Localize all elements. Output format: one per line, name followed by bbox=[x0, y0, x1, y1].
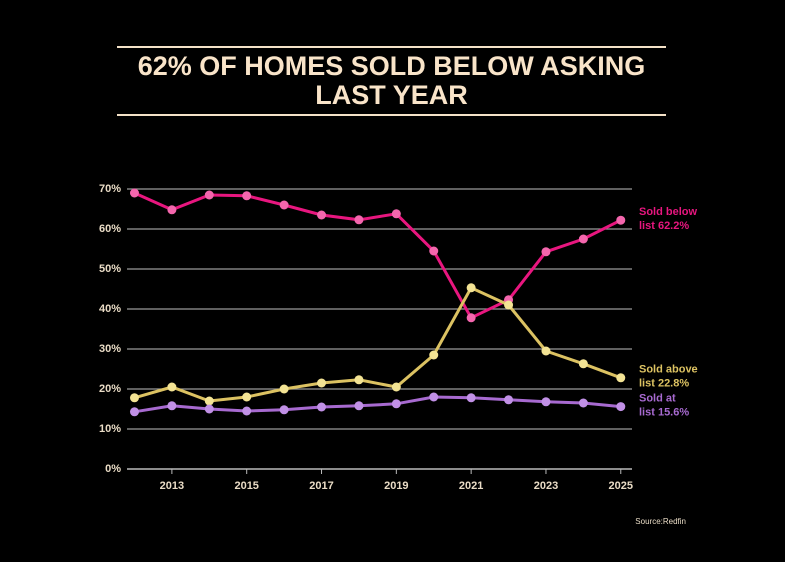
x-tick-label: 2015 bbox=[234, 480, 258, 492]
data-point bbox=[129, 393, 139, 403]
data-point bbox=[616, 373, 626, 383]
data-point bbox=[466, 393, 476, 403]
data-point bbox=[167, 401, 177, 411]
series-line bbox=[134, 395, 621, 414]
data-point bbox=[242, 191, 252, 201]
y-tick-label: 20% bbox=[99, 383, 121, 395]
data-point bbox=[242, 392, 252, 402]
data-point bbox=[429, 246, 439, 256]
data-point bbox=[466, 313, 476, 323]
series-end-label: list 15.6% bbox=[639, 407, 689, 419]
x-tick-label: 2021 bbox=[459, 480, 483, 492]
data-point bbox=[279, 384, 289, 394]
series-line bbox=[134, 285, 622, 403]
data-point bbox=[317, 402, 327, 412]
data-point bbox=[279, 405, 289, 415]
y-tick-label: 50% bbox=[99, 263, 121, 275]
data-point bbox=[242, 406, 252, 416]
data-point bbox=[504, 300, 514, 310]
data-point bbox=[541, 346, 551, 356]
data-point bbox=[204, 190, 214, 200]
data-point bbox=[204, 396, 214, 406]
data-point bbox=[129, 188, 139, 198]
data-point bbox=[578, 398, 588, 408]
data-point bbox=[429, 350, 439, 360]
data-point bbox=[354, 215, 364, 225]
data-point bbox=[504, 395, 514, 405]
y-tick-label: 70% bbox=[99, 183, 121, 195]
data-point bbox=[578, 234, 588, 244]
data-point bbox=[391, 209, 401, 219]
data-point bbox=[129, 407, 139, 417]
y-tick-label: 30% bbox=[99, 343, 121, 355]
series-line bbox=[133, 191, 622, 320]
data-point bbox=[391, 399, 401, 409]
data-point bbox=[317, 378, 327, 388]
x-tick-label: 2019 bbox=[384, 480, 408, 492]
series-label: Sold at bbox=[639, 393, 676, 405]
y-tick-label: 40% bbox=[99, 303, 121, 315]
source: Source:Redfin bbox=[635, 517, 686, 526]
data-point bbox=[616, 215, 626, 225]
data-point bbox=[279, 200, 289, 210]
x-tick-label: 2023 bbox=[534, 480, 558, 492]
title-box: 62% OF HOMES SOLD BELOW ASKING LAST YEAR bbox=[117, 46, 666, 116]
y-tick-label: 0% bbox=[105, 463, 121, 475]
data-point bbox=[391, 382, 401, 392]
data-point bbox=[167, 205, 177, 215]
data-point bbox=[167, 382, 177, 392]
data-point bbox=[541, 247, 551, 257]
y-tick-label: 60% bbox=[99, 223, 121, 235]
data-point bbox=[541, 397, 551, 407]
data-point bbox=[616, 402, 626, 412]
chart-title: 62% OF HOMES SOLD BELOW ASKING LAST YEAR bbox=[137, 51, 646, 110]
x-tick-label: 2017 bbox=[309, 480, 333, 492]
series-end-label: list 22.8% bbox=[639, 378, 689, 390]
series-end-label: list 62.2% bbox=[639, 220, 689, 232]
data-point bbox=[429, 392, 439, 402]
data-point bbox=[317, 210, 327, 220]
data-point bbox=[354, 375, 364, 385]
series-label: Sold below bbox=[639, 206, 698, 218]
y-tick-label: 10% bbox=[99, 423, 121, 435]
x-tick-label: 2013 bbox=[160, 480, 184, 492]
data-point bbox=[354, 401, 364, 411]
data-point bbox=[466, 283, 476, 293]
data-point bbox=[204, 404, 214, 414]
data-point bbox=[578, 359, 588, 369]
series-label: Sold above bbox=[639, 364, 698, 376]
x-tick-label: 2025 bbox=[609, 480, 633, 492]
